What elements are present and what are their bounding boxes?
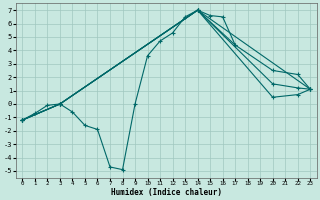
X-axis label: Humidex (Indice chaleur): Humidex (Indice chaleur) <box>111 188 222 197</box>
